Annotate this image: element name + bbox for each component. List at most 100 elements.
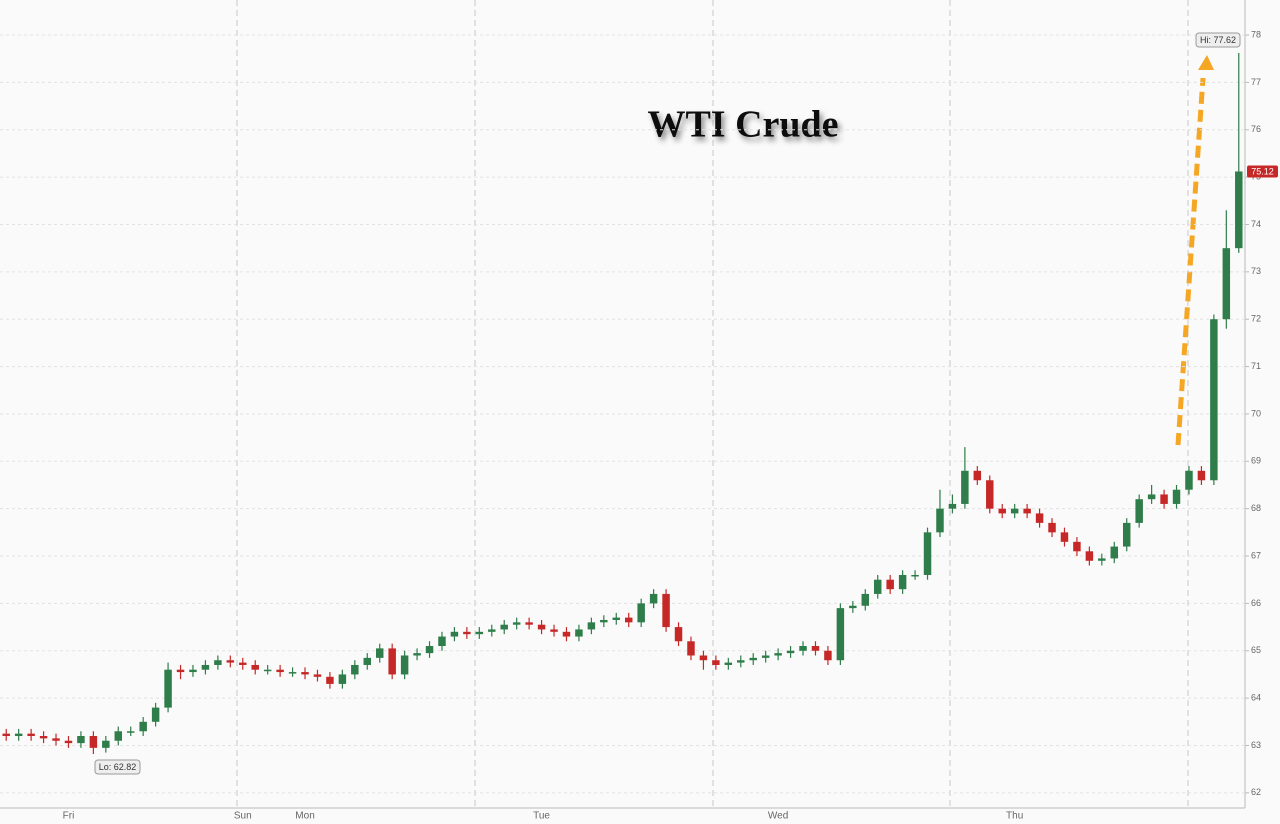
candle-body [488,629,496,632]
y-tick-label: 63 [1251,740,1261,750]
y-tick-label: 72 [1251,314,1261,324]
candle-body [525,622,533,625]
candle-body [388,648,396,675]
candle-body [425,646,434,654]
candle-body [724,662,733,665]
candle-body [189,669,197,673]
candle-body [239,662,247,665]
candle-body [861,593,870,606]
y-tick-label: 62 [1251,787,1261,797]
last-price-tag [1247,165,1278,178]
lo-label: Lo: 62.82 [94,759,141,775]
candle-body [500,624,508,630]
candle-body [886,579,894,590]
candle-body [1172,489,1181,504]
candle-body [14,733,23,737]
candle-body [898,574,907,590]
candle-body [600,619,608,623]
candle-body [363,657,372,665]
candle-body [1197,470,1206,481]
y-tick-label: 66 [1251,598,1261,608]
candle-body [712,660,720,665]
hi-label: Hi: 77.62 [1195,32,1241,48]
candle-body [338,674,347,684]
lo-tag [94,759,141,775]
plot-area [0,0,1245,808]
candle-body [1010,508,1019,514]
candle-body [799,646,807,651]
candle-body [375,648,384,658]
candle-body [64,740,73,744]
candle-body [288,672,297,674]
candle-body [39,736,48,739]
candle-body [550,629,558,632]
candle-body [1222,248,1231,320]
candle-body [1135,499,1143,523]
candle-body [301,672,309,675]
candle-body [873,579,882,594]
candle-body [537,624,546,630]
x-tick-label: Tue [533,811,550,822]
candle-body [961,470,969,504]
chart-title: WTI Crude [647,104,838,146]
candle-body [911,574,919,577]
y-tick-label: 71 [1251,361,1261,371]
candle-body [1085,551,1094,561]
candle-body [811,646,820,651]
y-tick-label: 68 [1251,503,1261,513]
y-tick-label: 73 [1251,266,1261,276]
hi-tag [1195,32,1241,48]
y-tick-label: 64 [1251,692,1261,702]
candle-body [89,736,98,748]
candle-body [1060,532,1069,542]
candle-body [612,617,621,620]
candle-body [2,733,10,737]
candle-body [176,669,185,673]
candle-body [575,629,583,637]
y-tick-label: 69 [1251,456,1261,466]
candle-body [276,669,284,673]
candle-body [786,650,795,654]
candle-body [512,622,521,625]
candle-body [948,503,957,509]
candle-body [1048,522,1056,533]
candle-body [824,650,832,661]
candle-body [164,669,172,708]
candle-body [936,508,944,533]
candle-body [674,627,683,642]
hi-text: Hi: 77.62 [1200,35,1236,45]
candle-body [849,605,857,609]
candle-body [151,707,160,722]
candle-body [998,508,1006,514]
candle-body [1035,513,1044,523]
trend-arrow [1175,55,1214,446]
x-tick-label: Mon [295,811,314,822]
candle-body [687,641,695,656]
candle-body [139,721,147,732]
candle-body [649,593,658,604]
y-tick-label: 65 [1251,645,1261,655]
x-tick-label: Fri [63,811,75,822]
y-tick-label: 77 [1251,77,1261,87]
candle-body [1098,558,1106,561]
candle-body [1122,522,1131,547]
y-tick-label: 70 [1251,408,1261,418]
candle-body [77,736,85,744]
candle-body [923,532,932,575]
candle-body [251,664,259,670]
candle-body [986,480,994,509]
candle-body [737,660,745,663]
candle-body [1210,319,1218,481]
candle-body [587,622,596,630]
y-tick-label: 78 [1251,29,1261,39]
candle-body [761,655,770,658]
candle-body [1185,470,1193,490]
candle-body [102,740,110,748]
candle-body [1023,508,1031,514]
candle-body [1073,541,1081,552]
candle-body [699,655,708,661]
candle-body [624,617,633,623]
candle-body [463,631,471,635]
candle-body [637,603,645,623]
x-tick-label: Sun [234,811,252,822]
